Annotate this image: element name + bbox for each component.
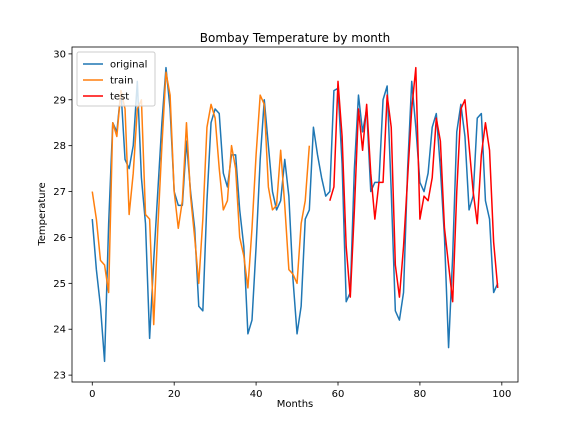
legend-label: original: [110, 60, 147, 71]
series-line: [91, 71, 311, 326]
chart-title: Bombay Temperature by month: [200, 31, 390, 45]
x-tick-label: 80: [414, 389, 427, 400]
x-tick-label: 0: [89, 389, 95, 400]
y-tick-label: 28: [53, 141, 66, 152]
legend-box: [76, 51, 156, 107]
legend-label: train: [110, 76, 133, 87]
legend-label: test: [110, 92, 129, 103]
y-tick-label: 27: [53, 187, 66, 198]
y-tick-label: 30: [53, 49, 66, 60]
x-tick-label: 40: [250, 389, 263, 400]
y-tick-label: 26: [53, 233, 66, 244]
legend: original train test: [76, 51, 156, 107]
y-tick-label: 29: [53, 95, 66, 106]
series-line: [91, 66, 499, 363]
y-tick-label: 23: [53, 371, 66, 382]
series-line: [329, 66, 499, 303]
y-axis-label: Temperature: [37, 182, 48, 246]
y-tick-label: 25: [53, 279, 66, 290]
x-tick-label: 100: [492, 389, 511, 400]
x-tick-label: 20: [168, 389, 181, 400]
x-axis-label: Months: [277, 399, 314, 410]
y-tick-label: 24: [53, 325, 66, 336]
x-tick-label: 60: [332, 389, 345, 400]
plot-frame: [71, 46, 519, 383]
